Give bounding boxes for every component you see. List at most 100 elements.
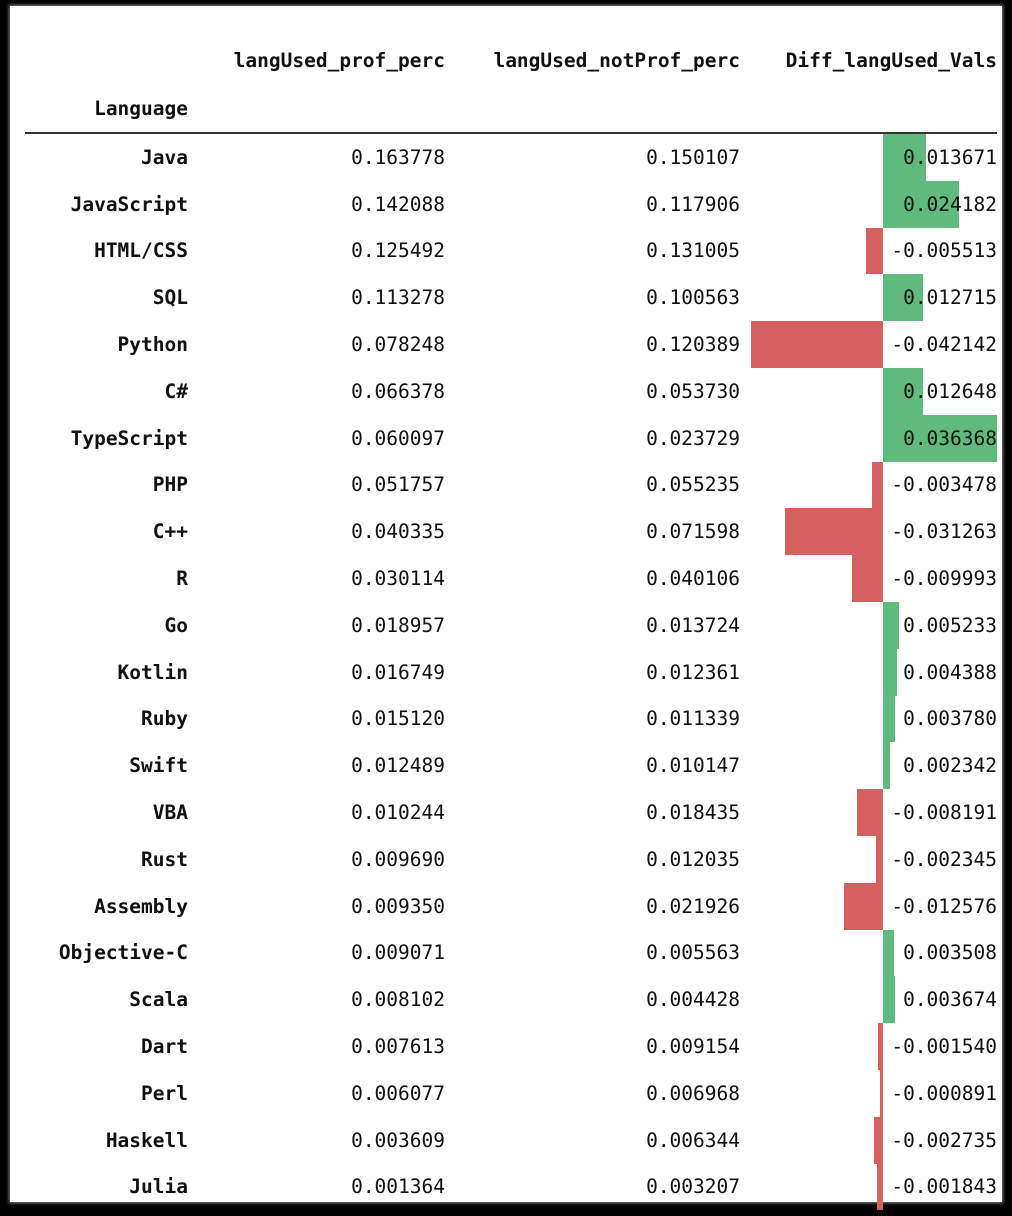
- row-index-language: PHP: [152, 473, 188, 497]
- table-row: Python 0.078248 0.120389 -0.042142: [25, 321, 997, 368]
- table-row: JavaScript 0.142088 0.117906 0.024182: [25, 180, 997, 228]
- table-body: Java 0.163778 0.150107 0.013671 JavaScript 0.…: [25, 133, 997, 1211]
- table-row: Go 0.018957 0.013724 0.005233: [25, 601, 997, 649]
- cell-notprof-perc: 0.011339: [646, 707, 740, 731]
- cell-diff-value: 0.012648: [903, 379, 997, 403]
- table-row: Perl 0.006077 0.006968 -0.000891: [25, 1069, 997, 1117]
- row-index-language: Haskell: [105, 1128, 188, 1152]
- column-header-row: langUsed_prof_perc langUsed_notProf_perc…: [25, 36, 997, 84]
- cell-notprof-perc: 0.013724: [646, 613, 740, 637]
- table-row: Dart 0.007613 0.009154 -0.001540: [25, 1023, 997, 1070]
- row-index-language: JavaScript: [70, 192, 188, 216]
- cell-notprof-perc: 0.055235: [646, 473, 740, 497]
- row-index-language: VBA: [152, 801, 188, 825]
- cell-diff-value: 0.003780: [903, 707, 997, 731]
- row-index-language: Dart: [141, 1035, 188, 1059]
- table-row: Kotlin 0.016749 0.012361 0.004388: [25, 648, 997, 696]
- positive-bar: [883, 367, 923, 415]
- cell-notprof-perc: 0.004428: [646, 988, 740, 1012]
- table-row: Rust 0.009690 0.012035 -0.002345: [25, 835, 997, 883]
- cell-notprof-perc: 0.100563: [646, 286, 740, 310]
- cell-diff-value: -0.008191: [891, 801, 997, 825]
- positive-bar: [883, 134, 926, 181]
- positive-bar: [883, 414, 997, 462]
- cell-notprof-perc: 0.131005: [646, 239, 740, 263]
- index-name-row: Language: [25, 84, 997, 133]
- row-index-language: Scala: [129, 988, 188, 1012]
- cell-prof-perc: 0.003609: [351, 1128, 445, 1152]
- cell-notprof-perc: 0.071598: [646, 520, 740, 544]
- cell-notprof-perc: 0.010147: [646, 754, 740, 778]
- table-row: Scala 0.008102 0.004428 0.003674: [25, 976, 997, 1024]
- cell-diff-value: -0.042142: [891, 333, 997, 357]
- table-row: Haskell 0.003609 0.006344 -0.002735: [25, 1116, 997, 1164]
- cell-prof-perc: 0.113278: [351, 286, 445, 310]
- cell-notprof-perc: 0.117906: [646, 192, 740, 216]
- cell-diff-bar: -0.002345: [740, 835, 997, 883]
- cell-prof-perc: 0.163778: [351, 145, 445, 169]
- styled-dataframe: langUsed_prof_perc langUsed_notProf_perc…: [25, 36, 997, 1211]
- cell-diff-value: 0.024182: [903, 192, 997, 216]
- table-row: Ruby 0.015120 0.011339 0.003780: [25, 695, 997, 743]
- cell-notprof-perc: 0.003207: [646, 1175, 740, 1199]
- row-index-language: R: [176, 567, 188, 591]
- cell-diff-bar: -0.003478: [740, 461, 997, 509]
- negative-bar: [875, 835, 884, 883]
- table-row: Assembly 0.009350 0.021926 -0.012576: [25, 882, 997, 930]
- negative-bar: [874, 1116, 884, 1164]
- positive-bar: [883, 976, 895, 1024]
- cell-diff-value: -0.000891: [891, 1081, 997, 1105]
- cell-diff-bar: 0.012648: [740, 367, 997, 415]
- row-index-language: Perl: [141, 1081, 188, 1105]
- cell-prof-perc: 0.008102: [351, 988, 445, 1012]
- cell-diff-value: -0.001540: [891, 1035, 997, 1059]
- cell-diff-value: 0.004388: [903, 660, 997, 684]
- cell-prof-perc: 0.125492: [351, 239, 445, 263]
- cell-notprof-perc: 0.012361: [646, 660, 740, 684]
- cell-diff-value: -0.031263: [891, 520, 997, 544]
- cell-diff-value: -0.005513: [891, 239, 997, 263]
- negative-bar: [877, 1163, 884, 1211]
- cell-diff-bar: -0.005513: [740, 227, 997, 275]
- negative-bar: [751, 321, 884, 368]
- cell-diff-bar: 0.003674: [740, 976, 997, 1024]
- table-row: C# 0.066378 0.053730 0.012648: [25, 367, 997, 415]
- cell-diff-bar: 0.003508: [740, 929, 997, 977]
- row-index-language: Java: [141, 145, 188, 169]
- table-row: Julia 0.001364 0.003207 -0.001843: [25, 1163, 997, 1211]
- cell-prof-perc: 0.012489: [351, 754, 445, 778]
- cell-diff-bar: 0.024182: [740, 180, 997, 228]
- row-index-language: Swift: [129, 754, 188, 778]
- cell-prof-perc: 0.007613: [351, 1035, 445, 1059]
- cell-notprof-perc: 0.006968: [646, 1081, 740, 1105]
- cell-prof-perc: 0.015120: [351, 707, 445, 731]
- cell-notprof-perc: 0.012035: [646, 847, 740, 871]
- cell-prof-perc: 0.078248: [351, 333, 445, 357]
- table-row: PHP 0.051757 0.055235 -0.003478: [25, 461, 997, 509]
- cell-notprof-perc: 0.150107: [646, 145, 740, 169]
- cell-diff-bar: -0.042142: [740, 321, 997, 368]
- cell-diff-bar: 0.004388: [740, 648, 997, 696]
- cell-notprof-perc: 0.023729: [646, 426, 740, 450]
- cell-diff-bar: 0.012715: [740, 274, 997, 322]
- positive-bar: [883, 180, 959, 228]
- cell-diff-bar: -0.000891: [740, 1069, 997, 1117]
- row-index-language: Rust: [141, 847, 188, 871]
- positive-bar: [883, 274, 923, 322]
- cell-notprof-perc: 0.005563: [646, 941, 740, 965]
- row-index-language: SQL: [152, 286, 188, 310]
- cell-prof-perc: 0.009350: [351, 894, 445, 918]
- cell-diff-value: 0.013671: [903, 145, 997, 169]
- cell-prof-perc: 0.040335: [351, 520, 445, 544]
- column-header-diff: Diff_langUsed_Vals: [785, 48, 997, 72]
- cell-notprof-perc: 0.006344: [646, 1128, 740, 1152]
- cell-prof-perc: 0.066378: [351, 379, 445, 403]
- row-index-language: Python: [117, 333, 188, 357]
- cell-diff-bar: -0.008191: [740, 789, 997, 836]
- cell-notprof-perc: 0.040106: [646, 567, 740, 591]
- table-row: R 0.030114 0.040106 -0.009993: [25, 555, 997, 602]
- positive-bar: [883, 742, 891, 790]
- negative-bar: [880, 1069, 884, 1117]
- cell-notprof-perc: 0.021926: [646, 894, 740, 918]
- table-row: VBA 0.010244 0.018435 -0.008191: [25, 789, 997, 836]
